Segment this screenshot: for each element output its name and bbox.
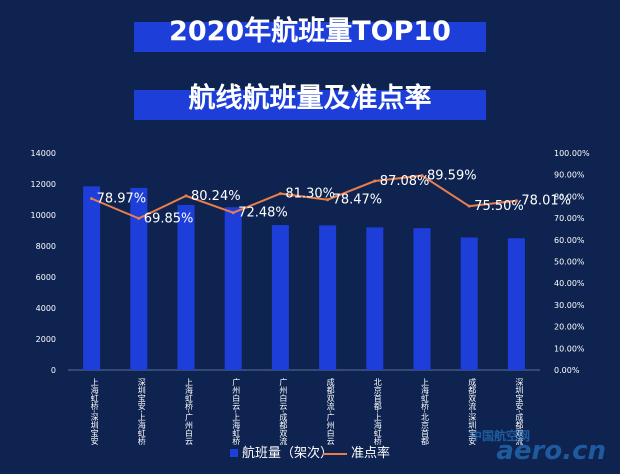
watermark-logo: aero.cn xyxy=(496,436,606,466)
y-right-tick-label: 10.00% xyxy=(554,344,585,353)
x-category-label: 上海虹桥-北京首都 xyxy=(421,378,430,446)
bar xyxy=(177,204,195,370)
y-right-tick-label: 100.00% xyxy=(554,149,590,158)
y-right-tick-label: 30.00% xyxy=(554,301,585,310)
x-category-label: 北京首都-上海虹桥 xyxy=(373,378,382,446)
line-point xyxy=(278,192,282,196)
y-left-tick-label: 2000 xyxy=(36,335,56,344)
y-right-tick-label: 20.00% xyxy=(554,323,585,332)
y-right-tick-label: 50.00% xyxy=(554,258,585,267)
data-label: 75.50% xyxy=(474,199,524,214)
y-left-tick-label: 0 xyxy=(51,366,56,375)
data-label: 78.01% xyxy=(521,194,571,209)
title-highlight xyxy=(134,22,486,52)
legend-bar-label: 航班量（架次） xyxy=(242,445,333,461)
x-category-label: 深圳宝安-上海虹桥 xyxy=(137,378,146,446)
line-point xyxy=(184,194,188,198)
data-label: 80.24% xyxy=(191,189,241,204)
y-right-tick-label: 70.00% xyxy=(554,214,585,223)
data-label: 89.59% xyxy=(427,169,477,184)
y-right-tick-label: 60.00% xyxy=(554,236,585,245)
y-right-tick-label: 40.00% xyxy=(554,279,585,288)
y-right-tick-label: 90.00% xyxy=(554,171,585,180)
bar xyxy=(460,237,478,370)
chart-subtitle: 航线航班量及准点率 xyxy=(0,80,620,120)
bar xyxy=(83,186,101,370)
y-left-tick-label: 14000 xyxy=(31,149,56,158)
data-label: 87.08% xyxy=(380,174,430,189)
data-label: 72.48% xyxy=(238,206,288,221)
chart-subtitle-text: 航线航班量及准点率 xyxy=(188,83,432,114)
y-left-tick-label: 12000 xyxy=(31,180,56,189)
bar xyxy=(507,238,525,370)
x-category-label: 上海虹桥-广州白云 xyxy=(185,378,194,446)
line-point xyxy=(326,198,330,202)
bar xyxy=(271,225,289,370)
bar xyxy=(319,225,337,370)
data-label: 81.30% xyxy=(285,187,335,202)
line-point xyxy=(231,211,235,215)
x-category-label: 深圳宝安-成都双流 xyxy=(515,378,524,446)
line-point xyxy=(90,197,94,201)
chart-title: 2020年航班量TOP10 xyxy=(0,12,620,52)
line-point xyxy=(420,174,424,178)
watermark-text: 中国航空网 xyxy=(469,429,530,443)
data-label: 78.47% xyxy=(333,193,383,208)
x-category-label: 上海虹桥-深圳宝安 xyxy=(90,378,99,446)
y-left-tick-label: 6000 xyxy=(36,273,56,282)
x-category-label: 广州白云-上海虹桥 xyxy=(232,377,241,446)
y-right-tick-label: 80.00% xyxy=(554,192,585,201)
bar xyxy=(366,227,384,370)
x-category-label: 广州白云-成都双流 xyxy=(279,377,288,446)
x-category-label: 成都双流-广州白云 xyxy=(326,377,335,446)
bar xyxy=(413,228,431,370)
x-category-label: 成都双流-深圳宝安 xyxy=(468,377,477,446)
bar xyxy=(130,187,148,370)
line-point xyxy=(373,179,377,183)
bar xyxy=(224,207,242,370)
subtitle-highlight xyxy=(134,90,486,120)
y-left-tick-label: 4000 xyxy=(36,304,56,313)
data-label: 69.85% xyxy=(144,211,194,226)
chart-title-text: 2020年航班量TOP10 xyxy=(169,16,451,47)
y-left-tick-label: 8000 xyxy=(36,242,56,251)
y-left-tick-label: 10000 xyxy=(31,211,56,220)
line-point xyxy=(137,216,141,220)
line-point xyxy=(514,199,518,203)
data-label: 78.97% xyxy=(97,192,147,207)
y-right-tick-label: 0.00% xyxy=(554,366,580,375)
line-point xyxy=(467,204,471,208)
legend-line-label: 准点率 xyxy=(351,445,390,461)
series-line-ontime-rate xyxy=(91,174,517,220)
legend-bar-swatch xyxy=(230,449,238,457)
